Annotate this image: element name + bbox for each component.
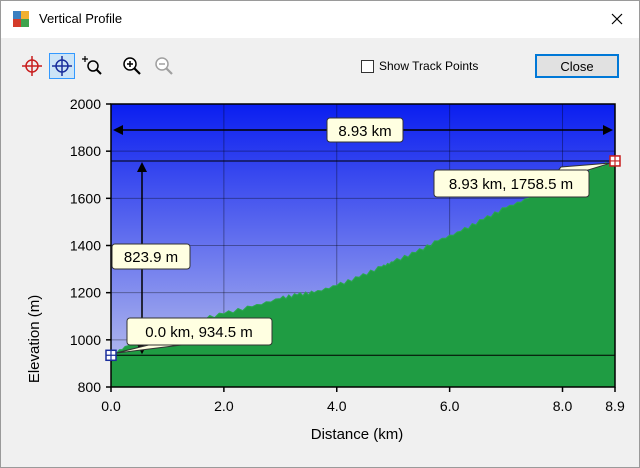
start-point-marker-cross: [106, 350, 116, 361]
close-icon[interactable]: [599, 3, 635, 35]
vertical-profile-chart[interactable]: 800 1000 1200 1400 1600 1800 2000 0.0 2.0 4.0 6.0 8…: [1, 89, 639, 467]
y-axis-title: Elevation (m): [26, 295, 43, 383]
y-tick-label: 1200: [70, 285, 101, 301]
title-bar: Vertical Profile: [1, 1, 639, 38]
distance-arrow-left-head: [113, 125, 123, 135]
y-tick-label: 1400: [70, 238, 101, 254]
x-tick-label: 0.0: [101, 398, 121, 414]
blue-crosshair-icon[interactable]: [49, 53, 75, 79]
annotations: 8.93 km 823.9 m 0.0 km, 934.5 m 8.93 km, 17…: [105, 117, 621, 362]
y-tick-label: 1800: [70, 143, 101, 159]
elevation-callout-text: 823.9 m: [124, 249, 178, 266]
zoom-area-icon[interactable]: [79, 53, 105, 79]
x-axis-title: Distance (km): [311, 426, 404, 443]
y-tick-label: 1000: [70, 332, 101, 348]
x-tick-label: 4.0: [327, 398, 347, 414]
end-point-marker-cross: [610, 155, 620, 166]
elevation-callout-box: [111, 243, 191, 270]
window-title: Vertical Profile: [39, 11, 123, 26]
y-tick-label: 1600: [70, 190, 101, 206]
start-callout-box: [126, 317, 273, 346]
close-button[interactable]: Close: [535, 54, 619, 78]
show-track-points-label: Show Track Points: [379, 59, 479, 73]
y-tick-label: 800: [78, 379, 102, 395]
zoom-in-icon[interactable]: [119, 53, 145, 79]
end-callout-text: 8.93 km, 1758.5 m: [449, 176, 573, 193]
x-tick-label: 6.0: [440, 398, 460, 414]
end-callout-box: [433, 169, 590, 198]
elevation-arrow-top-head: [137, 161, 147, 172]
show-track-points-checkbox[interactable]: [361, 59, 374, 73]
start-callout-text: 0.0 km, 934.5 m: [145, 324, 253, 341]
distance-callout-box: [326, 117, 404, 143]
map-app-icon: [13, 11, 29, 27]
distance-arrow-right-head: [603, 125, 613, 135]
red-crosshair-icon[interactable]: [19, 53, 45, 79]
distance-callout-text: 8.93 km: [338, 123, 391, 140]
show-track-points-toggle[interactable]: Show Track Points: [361, 59, 478, 73]
zoom-out-icon[interactable]: [151, 53, 177, 79]
y-tick-label: 2000: [70, 96, 101, 112]
x-tick-label: 8.0: [553, 398, 573, 414]
axes: 800 1000 1200 1400 1600 1800 2000 0.0 2.0 4.0 6.0 8…: [70, 96, 625, 414]
x-tick-label: 2.0: [214, 398, 234, 414]
x-tick-label: 8.9: [605, 398, 625, 414]
